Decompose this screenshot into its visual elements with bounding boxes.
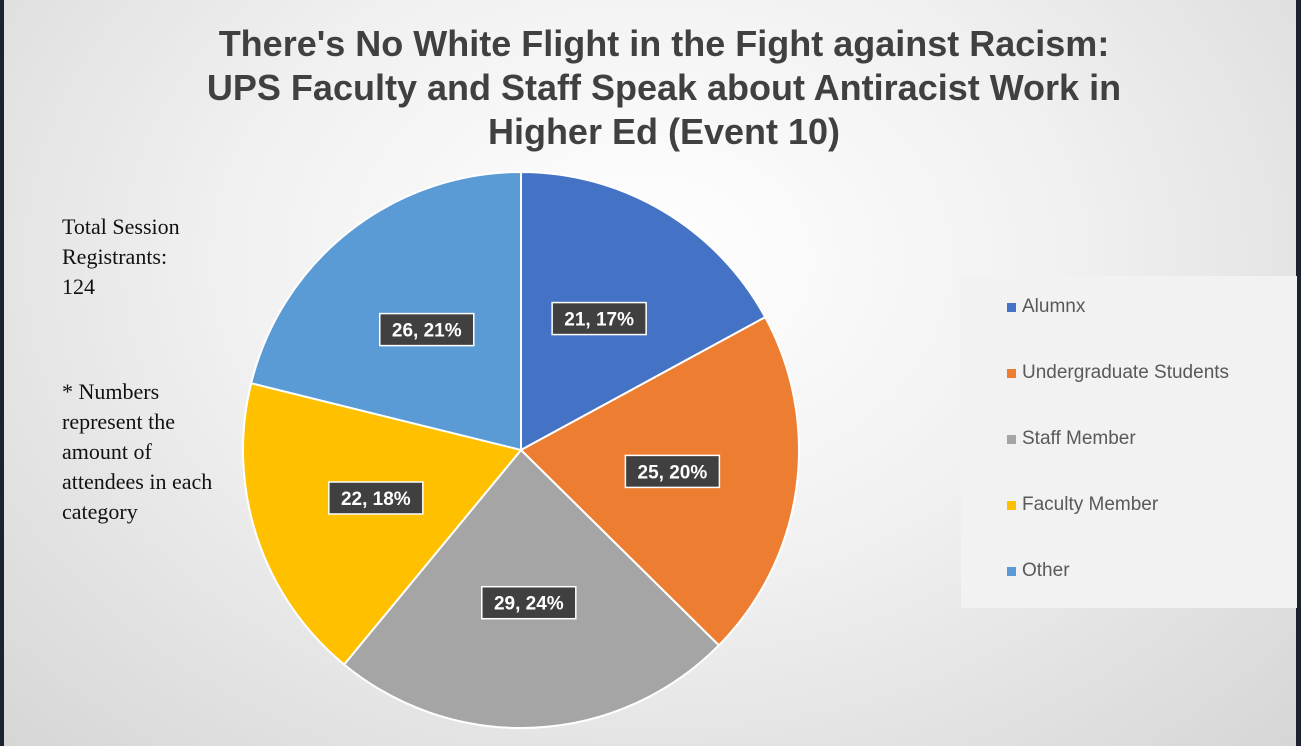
data-label: 29, 24% bbox=[481, 585, 577, 620]
data-label: 22, 18% bbox=[328, 481, 424, 515]
data-label: 21, 17% bbox=[551, 301, 647, 336]
data-label-box bbox=[551, 301, 647, 336]
pie-chart: 21, 17% 25, 20% 29, 24% 22, 18% 26, 21% bbox=[242, 170, 800, 729]
chart-title: There's No White Flight in the Fight aga… bbox=[104, 22, 1224, 154]
pie-slice-faculty-member bbox=[242, 381, 523, 666]
data-label-text: 29, 24% bbox=[494, 594, 564, 615]
legend-item: Staff Member bbox=[1007, 428, 1136, 450]
legend-swatch bbox=[1007, 500, 1016, 510]
note-line: category bbox=[62, 499, 138, 524]
data-label-text: 25, 20% bbox=[638, 462, 708, 483]
legend-swatch bbox=[1007, 566, 1016, 576]
legend-item: Undergraduate Students bbox=[1007, 362, 1229, 384]
note-line: Registrants: bbox=[62, 244, 168, 269]
pie-slice-other bbox=[249, 170, 522, 452]
legend-item: Faculty Member bbox=[1007, 494, 1158, 516]
legend-label: Alumnx bbox=[1022, 296, 1086, 317]
data-label-box bbox=[481, 585, 577, 620]
data-label: 26, 21% bbox=[379, 312, 475, 347]
legend-item: Other bbox=[1007, 560, 1070, 582]
legend-swatch bbox=[1007, 302, 1016, 312]
legend-label: Faculty Member bbox=[1022, 494, 1159, 515]
legend-item: Alumnx bbox=[1007, 296, 1085, 318]
chart-title-line: UPS Faculty and Staff Speak about Antira… bbox=[206, 67, 1122, 108]
legend-label: Staff Member bbox=[1022, 428, 1136, 449]
data-label-text: 22, 18% bbox=[341, 489, 411, 510]
chart-legend: Alumnx Undergraduate Students Staff Member… bbox=[961, 276, 1297, 608]
numbers-footnote: * Numbers represent the amount of attend… bbox=[62, 377, 212, 527]
data-label-text: 26, 21% bbox=[392, 321, 462, 342]
note-line: represent the bbox=[62, 409, 175, 434]
data-label-box bbox=[624, 454, 721, 489]
legend-label: Other bbox=[1022, 560, 1070, 581]
data-label-text: 21, 17% bbox=[564, 310, 634, 331]
legend-label: Undergraduate Students bbox=[1022, 362, 1230, 383]
note-line: attendees in each bbox=[62, 469, 213, 494]
legend-swatch bbox=[1007, 368, 1016, 378]
data-label-box bbox=[328, 481, 424, 515]
data-label-box bbox=[379, 312, 475, 347]
data-label: 25, 20% bbox=[624, 454, 721, 489]
note-line: amount of bbox=[62, 439, 152, 464]
note-line: Total Session bbox=[62, 214, 180, 239]
chart-title-line: There's No White Flight in the Fight aga… bbox=[218, 23, 1110, 64]
note-line: * Numbers bbox=[62, 379, 160, 404]
chart-area: There's No White Flight in the Fight aga… bbox=[4, 0, 1297, 746]
note-line: 124 bbox=[62, 274, 95, 299]
legend-swatch bbox=[1007, 434, 1016, 444]
chart-title-line: Higher Ed (Event 10) bbox=[487, 111, 841, 152]
total-registrants-note: Total Session Registrants: 124 bbox=[62, 212, 180, 302]
